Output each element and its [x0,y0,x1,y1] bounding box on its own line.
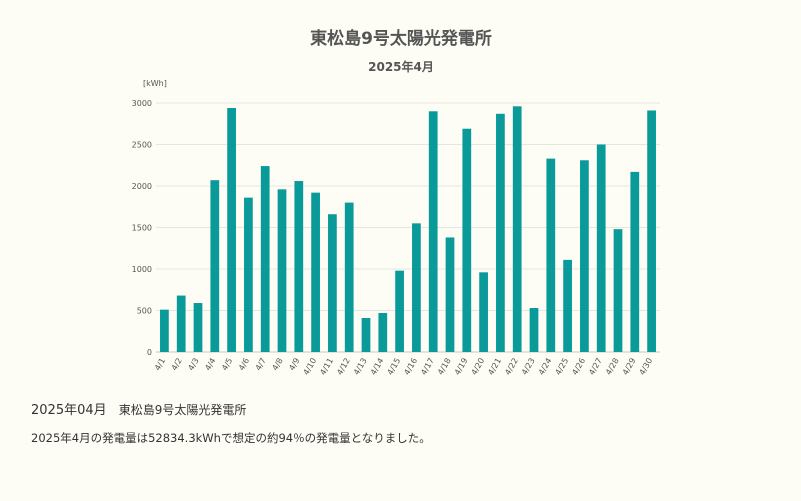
x-tick-label: 4/17 [419,357,436,377]
bar [277,189,287,352]
bar [546,158,556,352]
caption-year-month: 2025年04月 [31,403,107,418]
x-tick-label: 4/30 [638,357,655,377]
x-tick-label: 4/19 [453,357,470,377]
bar [529,308,539,352]
bar [462,128,472,352]
x-tick-label: 4/5 [220,357,234,373]
bar [328,214,337,352]
x-tick-label: 4/1 [153,357,167,373]
y-tick-label: 0 [147,348,152,357]
x-tick-label: 4/8 [271,357,285,373]
x-tick-label: 4/25 [554,357,571,377]
x-tick-label: 4/23 [520,357,537,377]
bar [613,229,623,352]
x-tick-label: 4/18 [436,357,453,377]
x-tick-label: 4/22 [503,357,520,377]
bar [210,180,220,352]
x-tick-label: 4/9 [287,357,301,373]
x-tick-label: 4/2 [170,357,184,373]
bar [412,223,421,352]
bar [563,259,572,352]
bar [260,166,270,352]
y-tick-label: 1000 [132,265,152,274]
y-axis-unit: [kWh] [143,79,167,88]
bar [378,312,388,352]
x-tick-label: 4/13 [352,357,369,377]
x-tick-label: 4/21 [486,357,503,377]
bar [160,309,169,352]
y-tick-label: 500 [137,307,152,316]
y-tick-label: 2500 [132,141,152,150]
bar [479,272,488,352]
x-tick-label: 4/20 [470,357,487,377]
x-tick-label: 4/12 [335,357,352,377]
y-tick-label: 2000 [132,182,152,191]
x-tick-label: 4/26 [570,357,587,377]
bar [294,181,304,352]
x-tick-label: 4/14 [369,357,386,377]
bars [160,106,656,352]
x-tick-label: 4/27 [587,357,604,377]
y-tick-label: 1500 [132,224,152,233]
chart-subtitle: 2025年4月 [368,59,434,74]
y-tick-label: 3000 [132,99,152,108]
bar [193,303,203,352]
caption-heading: 2025年04月 東松島9号太陽光発電所 [31,399,246,418]
bar [496,113,505,352]
chart-title: 東松島9号太陽光発電所 [310,28,492,49]
bar [596,144,606,352]
bar [580,160,589,352]
x-tick-label: 4/7 [254,357,268,373]
generation-summary: 2025年4月の発電量は52834.3kWhで想定の約94％の発電量となりました… [31,431,431,445]
x-tick-label: 4/28 [604,357,621,377]
bar [630,171,640,352]
x-tick-label: 4/4 [203,357,217,373]
x-tick-label: 4/16 [402,357,419,377]
x-tick-label: 4/29 [621,357,638,377]
x-tick-label: 4/15 [386,357,403,377]
bar [445,237,455,352]
x-tick-label: 4/3 [187,357,201,373]
caption-site-name: 東松島9号太陽光発電所 [118,403,247,417]
x-tick-label: 4/6 [237,357,251,373]
bar [176,295,186,352]
bar [361,317,371,352]
bar [395,270,404,352]
bar [647,110,656,352]
bar [311,192,320,352]
bar [244,197,253,352]
bar [512,106,522,352]
grid [156,102,660,353]
x-tick-label: 4/11 [318,357,335,377]
bar [227,107,236,352]
x-tick-label: 4/24 [537,357,554,377]
bar [344,202,354,352]
x-tick-label: 4/10 [302,357,319,377]
bar [428,111,438,352]
